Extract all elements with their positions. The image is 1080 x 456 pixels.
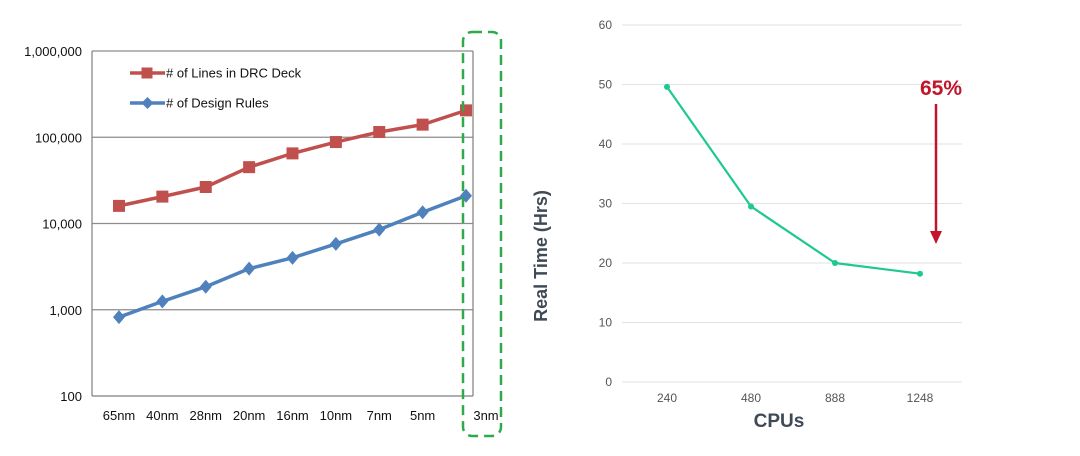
right-y-tick-label: 60	[599, 18, 613, 32]
legend-marker-diamond	[141, 97, 154, 109]
left-x-tick-label: 5nm	[410, 408, 435, 423]
runtime-series-line	[666, 86, 921, 275]
left-x-tick-label: 65nm	[103, 408, 136, 423]
drc-lines-point	[199, 180, 212, 193]
runtime-point	[748, 203, 754, 210]
left-x-tick-label: 7nm	[367, 408, 392, 423]
drc-growth-chart: 100 1,000 10,000 100,000 1,000,000 65nm 40nm 2…	[24, 30, 503, 438]
drc-lines-point	[286, 147, 299, 160]
drc-lines-point	[373, 126, 386, 139]
right-y-tick-label: 50	[599, 78, 613, 92]
design-rules-point	[373, 222, 386, 237]
left-x-tick-label: 40nm	[146, 408, 179, 423]
left-y-tick-label: 100,000	[35, 130, 82, 145]
legend-label-drc-lines: # of Lines in DRC Deck	[166, 66, 302, 81]
runtime-point	[917, 270, 923, 277]
reduction-annotation: 65%	[920, 77, 962, 100]
left-x-tick-label: 3nm	[473, 408, 498, 423]
left-x-tick-label: 20nm	[233, 408, 266, 423]
left-series	[113, 104, 472, 325]
runtime-chart: 0 10 20 30 40 50 60 240 480 888 1248 Real Time (H…	[531, 18, 962, 432]
right-x-tick-label: 480	[741, 391, 761, 405]
right-y-tick-label: 30	[599, 197, 613, 211]
drc-lines-point	[113, 199, 125, 212]
right-y-tick-label: 10	[599, 316, 613, 330]
right-y-tick-label: 40	[599, 137, 613, 151]
left-y-tick-labels: 100 1,000 10,000 100,000 1,000,000	[24, 44, 82, 404]
right-x-tick-label: 1248	[907, 391, 934, 405]
design-rules-point	[416, 205, 429, 220]
right-gridlines	[622, 24, 962, 383]
design-rules-point	[286, 250, 299, 265]
right-x-tick-label: 240	[657, 391, 677, 405]
reduction-arrow-head	[930, 231, 942, 244]
left-y-tick-label: 1,000,000	[24, 44, 82, 59]
y-axis-title: Real Time (Hrs)	[531, 190, 551, 322]
left-y-tick-label: 100	[60, 389, 82, 404]
runtime-point	[664, 83, 670, 90]
right-y-tick-label: 20	[599, 256, 613, 270]
drc-lines-point	[243, 161, 256, 174]
legend-label-design-rules: # of Design Rules	[166, 96, 269, 111]
right-x-tick-labels: 240 480 888 1248	[657, 391, 934, 405]
right-y-tick-labels: 0 10 20 30 40 50 60	[599, 18, 613, 389]
right-y-tick-label: 0	[605, 375, 612, 389]
design-rules-point	[329, 236, 342, 251]
design-rules-point	[113, 310, 125, 325]
right-series	[664, 83, 923, 277]
design-rules-point	[156, 294, 169, 309]
left-x-tick-label: 16nm	[276, 408, 309, 423]
highlight-box-3nm	[461, 30, 503, 438]
left-x-tick-label: 28nm	[189, 408, 222, 423]
drc-lines-point	[329, 136, 342, 149]
x-axis-title: CPUs	[754, 411, 805, 432]
left-gridlines	[91, 50, 474, 397]
right-x-tick-label: 888	[825, 391, 845, 405]
left-y-tick-label: 1,000	[49, 303, 82, 318]
legend-marker-square	[141, 67, 153, 79]
left-y-tick-label: 10,000	[42, 217, 82, 232]
runtime-point	[832, 260, 838, 266]
left-x-tick-labels: 65nm 40nm 28nm 20nm 16nm 10nm 7nm 5nm 3nm	[103, 408, 499, 423]
left-x-tick-label: 10nm	[320, 408, 353, 423]
design-rules-point	[199, 279, 212, 294]
legend: # of Lines in DRC Deck # of Design Rules	[130, 66, 302, 111]
drc-lines-point	[156, 190, 169, 203]
drc-lines-point	[416, 118, 429, 131]
design-rules-point	[243, 261, 256, 276]
